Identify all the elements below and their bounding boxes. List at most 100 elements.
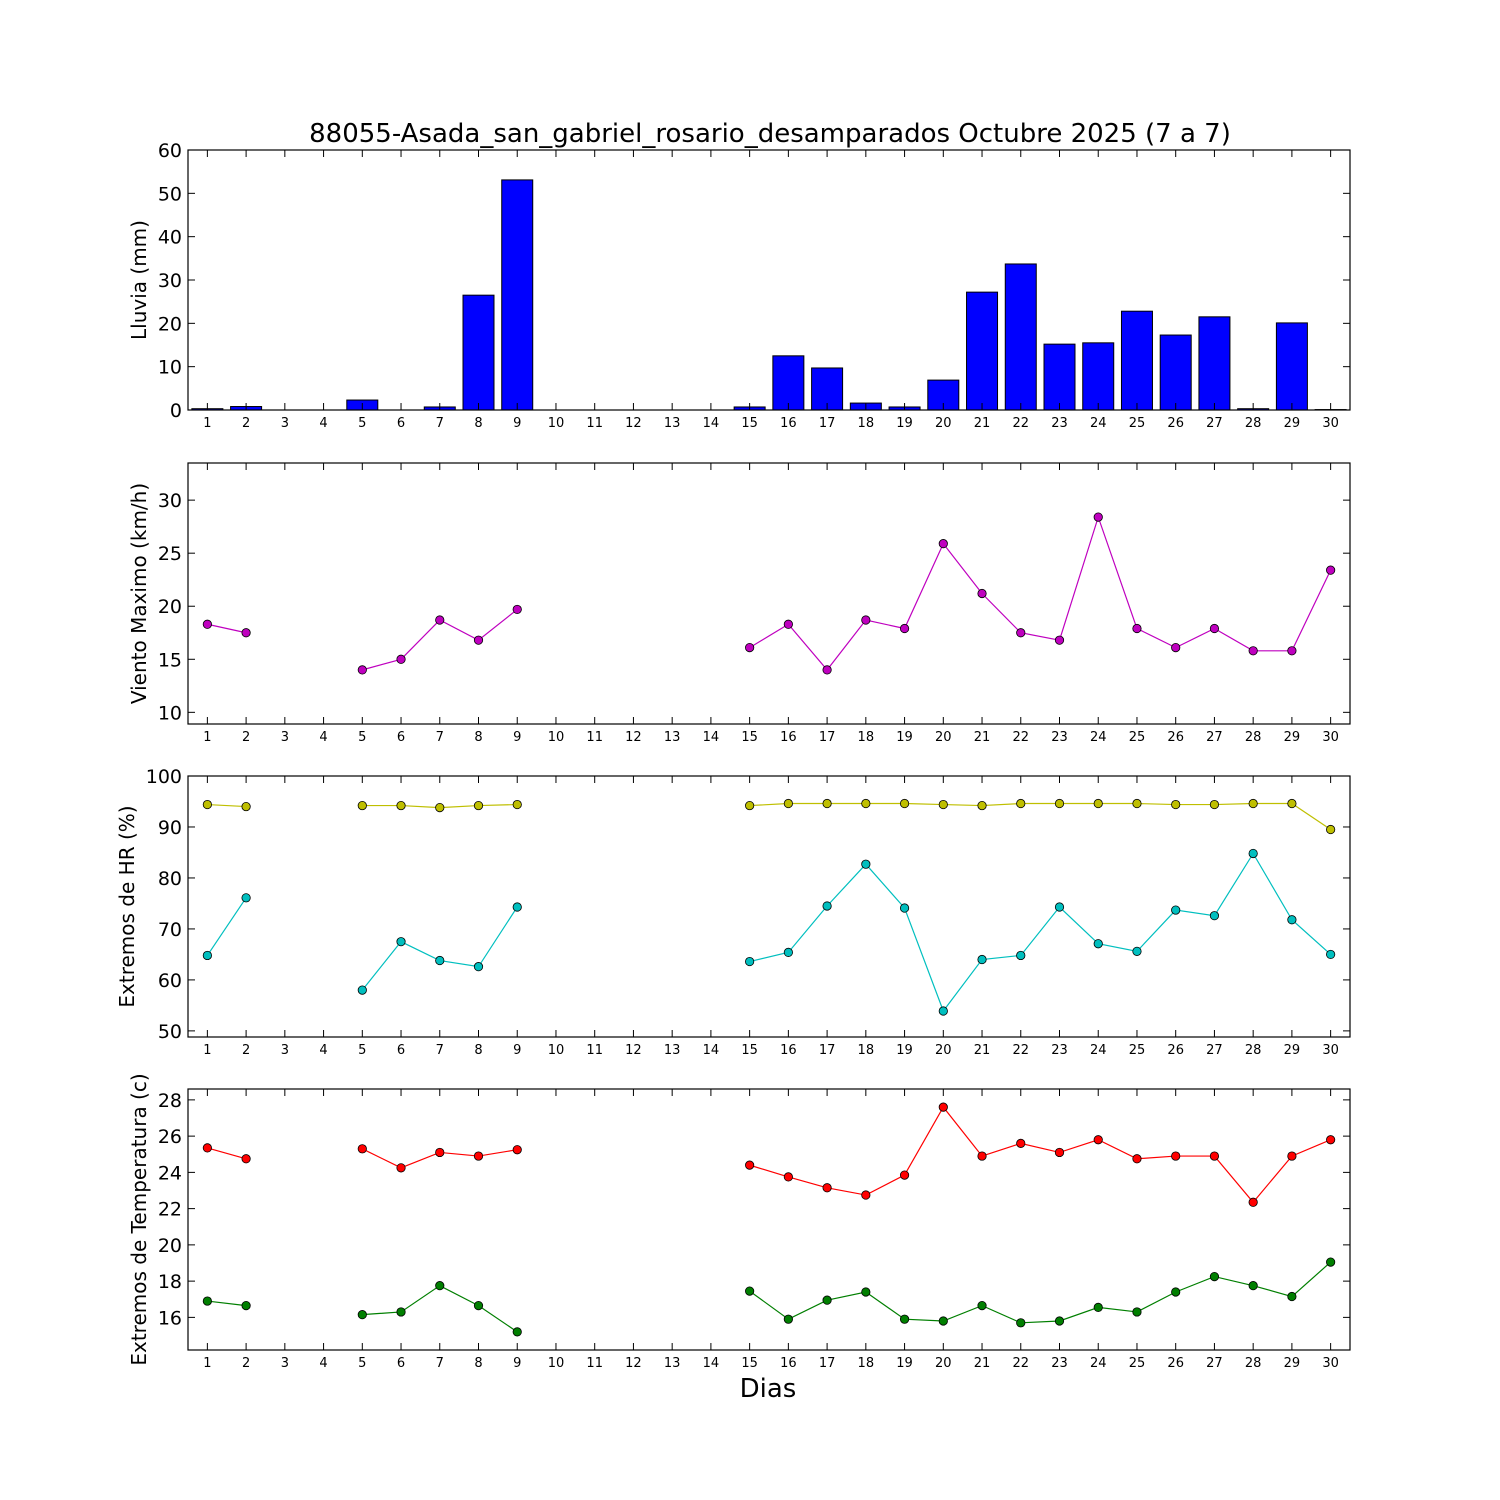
point-series-1-day-21 (977, 800, 987, 811)
x-tick-label: 8 (474, 730, 482, 745)
x-tick-label: 30 (1322, 730, 1339, 745)
point-series-2-day-7 (435, 955, 445, 966)
x-tick-label: 26 (1167, 416, 1184, 431)
x-tick-label: 21 (974, 1356, 991, 1371)
y-tick-label: 50 (158, 1021, 182, 1043)
series-line-1-segment-1 (207, 623, 247, 634)
point-series-2-day-17 (822, 901, 832, 911)
x-tick-label: 5 (358, 1356, 366, 1371)
x-tick-label: 4 (319, 1043, 327, 1058)
x-tick-label: 3 (281, 1356, 289, 1371)
point-series-1-day-19 (899, 798, 910, 809)
point-series-1-day-7 (435, 615, 445, 625)
point-series-2-day-22 (1016, 950, 1026, 961)
series-line-1-segment-1 (207, 803, 247, 808)
point-series-2-day-26 (1171, 905, 1181, 915)
x-tick-label: 30 (1322, 416, 1339, 431)
x-tick-label: 14 (703, 1043, 720, 1058)
point-series-2-day-7 (435, 1281, 445, 1291)
y-tick-label: 40 (158, 227, 182, 249)
x-tick-label: 2 (242, 730, 250, 745)
x-tick-label: 26 (1167, 1356, 1184, 1371)
point-series-2-day-16 (783, 1314, 793, 1324)
point-series-1-day-5 (357, 1144, 367, 1154)
y-tick-label: 70 (158, 919, 182, 941)
y-tick-label: 28 (158, 1090, 182, 1112)
y-tick-label: 50 (158, 183, 182, 205)
y-tick-label: 30 (158, 490, 182, 512)
point-series-1-day-26 (1171, 1151, 1181, 1161)
x-tick-label: 18 (858, 1356, 875, 1371)
point-series-1-day-24 (1093, 1135, 1103, 1145)
point-series-1-day-29 (1287, 646, 1297, 656)
bar-day-26 (1159, 334, 1192, 411)
point-series-2-day-18 (861, 1287, 871, 1297)
point-series-1-day-2 (241, 628, 251, 638)
x-tick-label: 1 (203, 1356, 211, 1371)
point-series-2-day-25 (1132, 1307, 1142, 1317)
x-tick-label: 27 (1206, 1043, 1223, 1058)
x-tick-label: 8 (474, 416, 482, 431)
bar-day-21 (966, 291, 999, 411)
point-series-1-day-6 (396, 654, 406, 664)
x-tick-label: 24 (1090, 730, 1107, 745)
x-tick-label: 5 (358, 1043, 366, 1058)
x-tick-label: 28 (1245, 730, 1262, 745)
x-tick-label: 9 (513, 1356, 521, 1371)
y-axis-label: Extremos de HR (%) (115, 805, 139, 1007)
x-tick-label: 1 (203, 416, 211, 431)
bar-day-22 (1004, 263, 1037, 411)
x-tick-label: 25 (1129, 1356, 1146, 1371)
x-tick-label: 29 (1284, 1043, 1301, 1058)
x-tick-label: 30 (1322, 1043, 1339, 1058)
point-series-1-day-15 (745, 800, 755, 811)
x-tick-label: 25 (1129, 730, 1146, 745)
point-series-2-day-28 (1248, 848, 1258, 859)
x-tick-label: 20 (935, 730, 952, 745)
point-series-2-day-20 (938, 1316, 948, 1326)
point-series-1-day-23 (1054, 635, 1065, 645)
point-series-1-day-15 (745, 1160, 755, 1170)
x-tick-label: 24 (1090, 1356, 1107, 1371)
point-series-1-day-19 (899, 623, 910, 634)
x-tick-label: 12 (625, 416, 642, 431)
x-tick-label: 10 (548, 730, 565, 745)
point-series-1-day-17 (822, 798, 832, 809)
series-line-1-segment-3 (749, 515, 1332, 671)
point-series-2-day-19 (899, 903, 910, 913)
point-series-1-day-7 (435, 803, 445, 813)
point-series-2-day-2 (241, 893, 251, 903)
x-tick-label: 25 (1129, 416, 1146, 431)
point-series-1-day-1 (202, 619, 212, 629)
point-series-1-day-29 (1287, 1151, 1297, 1161)
x-tick-label: 15 (741, 1356, 758, 1371)
x-tick-label: 30 (1322, 1356, 1339, 1371)
x-tick-label: 23 (1051, 730, 1068, 745)
y-axis-label: Viento Maximo (km/h) (127, 483, 151, 704)
x-tick-label: 9 (513, 416, 521, 431)
point-series-1-day-16 (783, 1172, 793, 1182)
x-tick-label: 22 (1012, 730, 1029, 745)
point-series-2-day-24 (1093, 939, 1103, 949)
point-series-1-day-21 (977, 588, 987, 599)
point-series-1-day-21 (977, 1151, 987, 1161)
x-tick-label: 27 (1206, 730, 1223, 745)
point-series-2-day-8 (473, 1300, 484, 1311)
x-tick-label: 11 (586, 730, 603, 745)
point-series-1-day-20 (938, 799, 948, 810)
y-tick-label: 60 (158, 140, 182, 162)
point-series-1-day-20 (938, 1102, 948, 1112)
point-series-1-day-23 (1054, 798, 1065, 809)
x-tick-label: 14 (703, 1356, 720, 1371)
x-tick-label: 28 (1245, 1356, 1262, 1371)
x-tick-label: 28 (1245, 1043, 1262, 1058)
x-tick-label: 19 (896, 730, 913, 745)
x-tick-label: 26 (1167, 730, 1184, 745)
x-tick-label: 18 (858, 416, 875, 431)
point-series-1-day-8 (473, 800, 484, 811)
x-tick-label: 8 (474, 1043, 482, 1058)
point-series-2-day-1 (202, 1296, 212, 1306)
x-tick-label: 3 (281, 416, 289, 431)
